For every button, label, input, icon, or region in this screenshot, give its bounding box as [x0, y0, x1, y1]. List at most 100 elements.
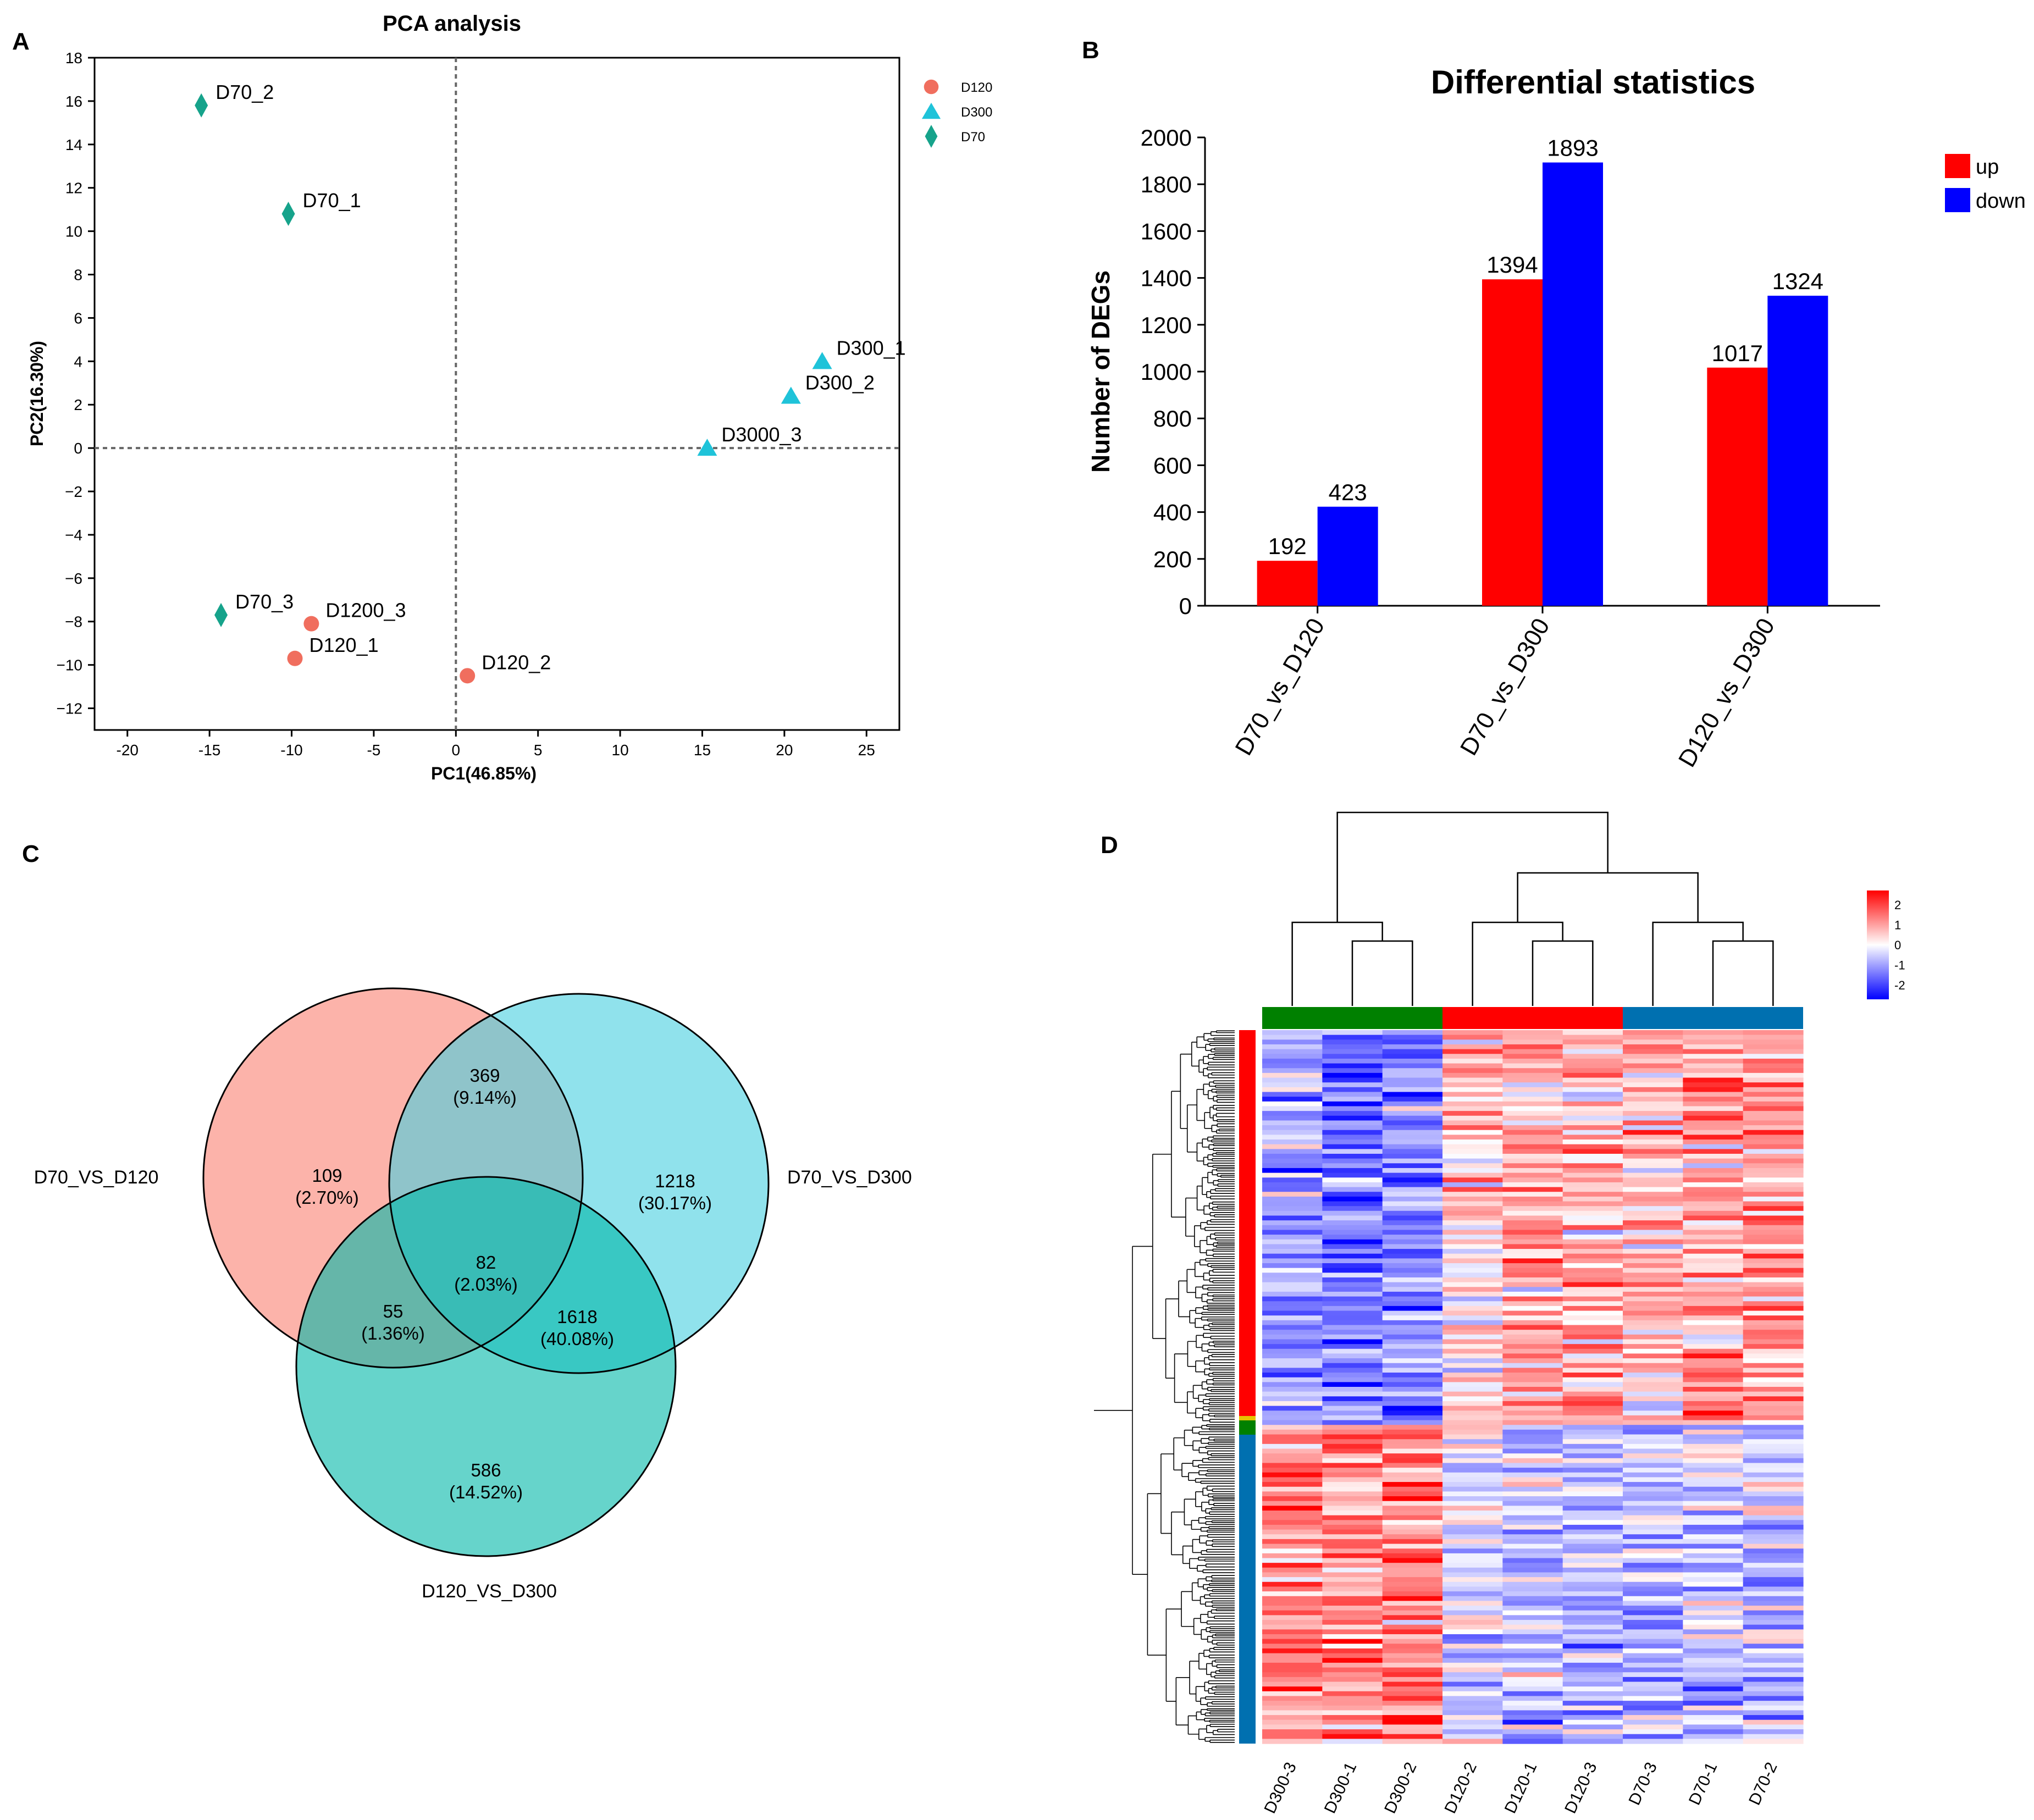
heatmap-cell — [1382, 1201, 1443, 1207]
heatmap-cell — [1743, 1097, 1804, 1102]
heatmap-cell — [1442, 1496, 1503, 1502]
heatmap-cell — [1623, 1177, 1683, 1183]
heatmap-cell — [1382, 1273, 1443, 1278]
heatmap-cell — [1743, 1515, 1804, 1520]
heatmap-cell — [1683, 1054, 1744, 1059]
heatmap-cell — [1623, 1339, 1683, 1345]
heatmap-cell — [1442, 1030, 1503, 1036]
heatmap-cell — [1262, 1187, 1323, 1192]
bar-legend-swatch-down — [1945, 188, 1970, 212]
heatmap-cell — [1382, 1396, 1443, 1402]
heatmap-cell — [1683, 1325, 1744, 1330]
heatmap-cell — [1562, 1524, 1623, 1530]
heatmap-cell — [1623, 1044, 1683, 1050]
heatmap-cell — [1683, 1662, 1744, 1668]
heatmap-cell — [1322, 1472, 1383, 1478]
heatmap-cell — [1502, 1087, 1563, 1093]
heatmap-cell — [1322, 1120, 1383, 1126]
heatmap-cell — [1262, 1548, 1323, 1554]
venn-set-label: D70_VS_D300 — [787, 1167, 912, 1188]
heatmap-cell — [1743, 1320, 1804, 1326]
heatmap-cell — [1322, 1230, 1383, 1235]
heatmap-cell — [1262, 1496, 1323, 1502]
pca-y-tick-label: 2 — [74, 396, 82, 413]
heatmap-cell — [1322, 1077, 1383, 1083]
heatmap-cell — [1502, 1139, 1563, 1145]
heatmap-cell — [1262, 1453, 1323, 1459]
heatmap-cell — [1623, 1196, 1683, 1202]
heatmap-cell — [1743, 1629, 1804, 1635]
heatmap-cell — [1322, 1734, 1383, 1739]
heatmap-cell — [1743, 1448, 1804, 1454]
heatmap-cell — [1562, 1410, 1623, 1416]
heatmap-cell — [1743, 1396, 1804, 1402]
heatmap-cell — [1683, 1591, 1744, 1597]
heatmap-cell — [1502, 1491, 1563, 1497]
heatmap-cell — [1623, 1273, 1683, 1278]
heatmap-cell — [1382, 1101, 1443, 1107]
heatmap-cell — [1442, 1139, 1503, 1145]
heatmap-cell — [1683, 1396, 1744, 1402]
heatmap-cell — [1562, 1163, 1623, 1169]
heatmap-cell — [1322, 1443, 1383, 1450]
heatmap-cell — [1502, 1101, 1563, 1107]
heatmap-cell — [1623, 1443, 1683, 1450]
heatmap-cell — [1382, 1705, 1443, 1711]
pca-point-d300-2 — [781, 386, 801, 404]
heatmap-cell — [1562, 1691, 1623, 1697]
heatmap-cell — [1743, 1325, 1804, 1330]
heatmap-cell — [1743, 1206, 1804, 1212]
heatmap-cell — [1743, 1486, 1804, 1492]
heatmap-cell — [1562, 1406, 1623, 1411]
bar-y-tick-label: 1400 — [1141, 265, 1192, 291]
heatmap-cell — [1442, 1396, 1503, 1402]
heatmap-cell — [1683, 1577, 1744, 1583]
heatmap-cell — [1562, 1125, 1623, 1131]
heatmap-cell — [1262, 1296, 1323, 1302]
heatmap-cell — [1502, 1230, 1563, 1235]
heatmap-cell — [1562, 1339, 1623, 1345]
heatmap-cell — [1743, 1106, 1804, 1111]
heatmap-cell — [1743, 1658, 1804, 1663]
heatmap-cell — [1743, 1696, 1804, 1701]
heatmap-cell — [1743, 1225, 1804, 1231]
pca-y-tick-label: 10 — [65, 223, 82, 240]
heatmap-cell — [1442, 1719, 1503, 1725]
heatmap-cell — [1623, 1624, 1683, 1630]
heatmap-cell — [1562, 1601, 1623, 1606]
heatmap-cell — [1382, 1363, 1443, 1368]
heatmap-cell — [1502, 1586, 1563, 1592]
heatmap-cell — [1322, 1662, 1383, 1668]
bar-up-1 — [1257, 561, 1318, 606]
heatmap-cell — [1683, 1239, 1744, 1244]
venn-region-count: 586 — [471, 1460, 501, 1480]
heatmap-cell — [1743, 1610, 1804, 1616]
heatmap-cell — [1322, 1291, 1383, 1297]
heatmap-cell — [1502, 1672, 1563, 1678]
heatmap-cell — [1502, 1534, 1563, 1540]
heatmap-cell — [1683, 1529, 1744, 1535]
heatmap-cell — [1322, 1448, 1383, 1454]
row-cluster-minor — [1239, 1416, 1256, 1420]
heatmap-cell — [1442, 1553, 1503, 1559]
heatmap-cell — [1743, 1701, 1804, 1706]
heatmap-cell — [1322, 1572, 1383, 1578]
heatmap-cell — [1382, 1468, 1443, 1473]
heatmap-cell — [1683, 1567, 1744, 1573]
heatmap-cell — [1623, 1439, 1683, 1445]
heatmap-cell — [1683, 1429, 1744, 1435]
heatmap-cell — [1623, 1144, 1683, 1149]
heatmap-cell — [1743, 1139, 1804, 1145]
heatmap-cell — [1262, 1486, 1323, 1492]
heatmap-cell — [1743, 1472, 1804, 1478]
bar-up-2 — [1482, 279, 1543, 606]
heatmap-cell — [1502, 1472, 1563, 1478]
heatmap-cell — [1382, 1639, 1443, 1644]
heatmap-cell — [1382, 1429, 1443, 1435]
heatmap-cell — [1623, 1548, 1683, 1554]
bar-y-tick-label: 400 — [1153, 500, 1192, 525]
heatmap-cell — [1382, 1082, 1443, 1088]
heatmap-cell — [1683, 1520, 1744, 1525]
